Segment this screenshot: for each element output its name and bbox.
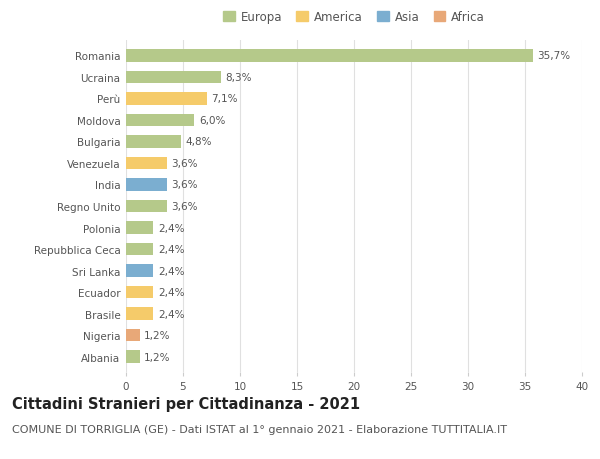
Text: 35,7%: 35,7% <box>538 51 571 62</box>
Bar <box>126 350 140 363</box>
Bar <box>126 71 221 84</box>
Text: 2,4%: 2,4% <box>158 287 184 297</box>
Text: Cittadini Stranieri per Cittadinanza - 2021: Cittadini Stranieri per Cittadinanza - 2… <box>12 396 360 411</box>
Bar <box>126 264 154 277</box>
Text: 1,2%: 1,2% <box>144 352 171 362</box>
Bar <box>126 114 194 127</box>
Text: COMUNE DI TORRIGLIA (GE) - Dati ISTAT al 1° gennaio 2021 - Elaborazione TUTTITAL: COMUNE DI TORRIGLIA (GE) - Dati ISTAT al… <box>12 424 507 434</box>
Bar <box>126 243 154 256</box>
Text: 7,1%: 7,1% <box>212 94 238 104</box>
Bar <box>126 50 533 63</box>
Text: 3,6%: 3,6% <box>172 202 198 212</box>
Bar <box>126 286 154 299</box>
Text: 2,4%: 2,4% <box>158 245 184 254</box>
Bar <box>126 329 140 342</box>
Bar <box>126 200 167 213</box>
Text: 2,4%: 2,4% <box>158 223 184 233</box>
Bar <box>126 93 207 106</box>
Bar <box>126 157 167 170</box>
Bar <box>126 179 167 191</box>
Text: 6,0%: 6,0% <box>199 116 226 126</box>
Text: 3,6%: 3,6% <box>172 159 198 168</box>
Legend: Europa, America, Asia, Africa: Europa, America, Asia, Africa <box>223 11 485 24</box>
Bar <box>126 308 154 320</box>
Text: 3,6%: 3,6% <box>172 180 198 190</box>
Text: 8,3%: 8,3% <box>225 73 251 83</box>
Text: 1,2%: 1,2% <box>144 330 171 340</box>
Text: 4,8%: 4,8% <box>185 137 212 147</box>
Bar <box>126 222 154 235</box>
Bar <box>126 136 181 149</box>
Text: 2,4%: 2,4% <box>158 309 184 319</box>
Text: 2,4%: 2,4% <box>158 266 184 276</box>
